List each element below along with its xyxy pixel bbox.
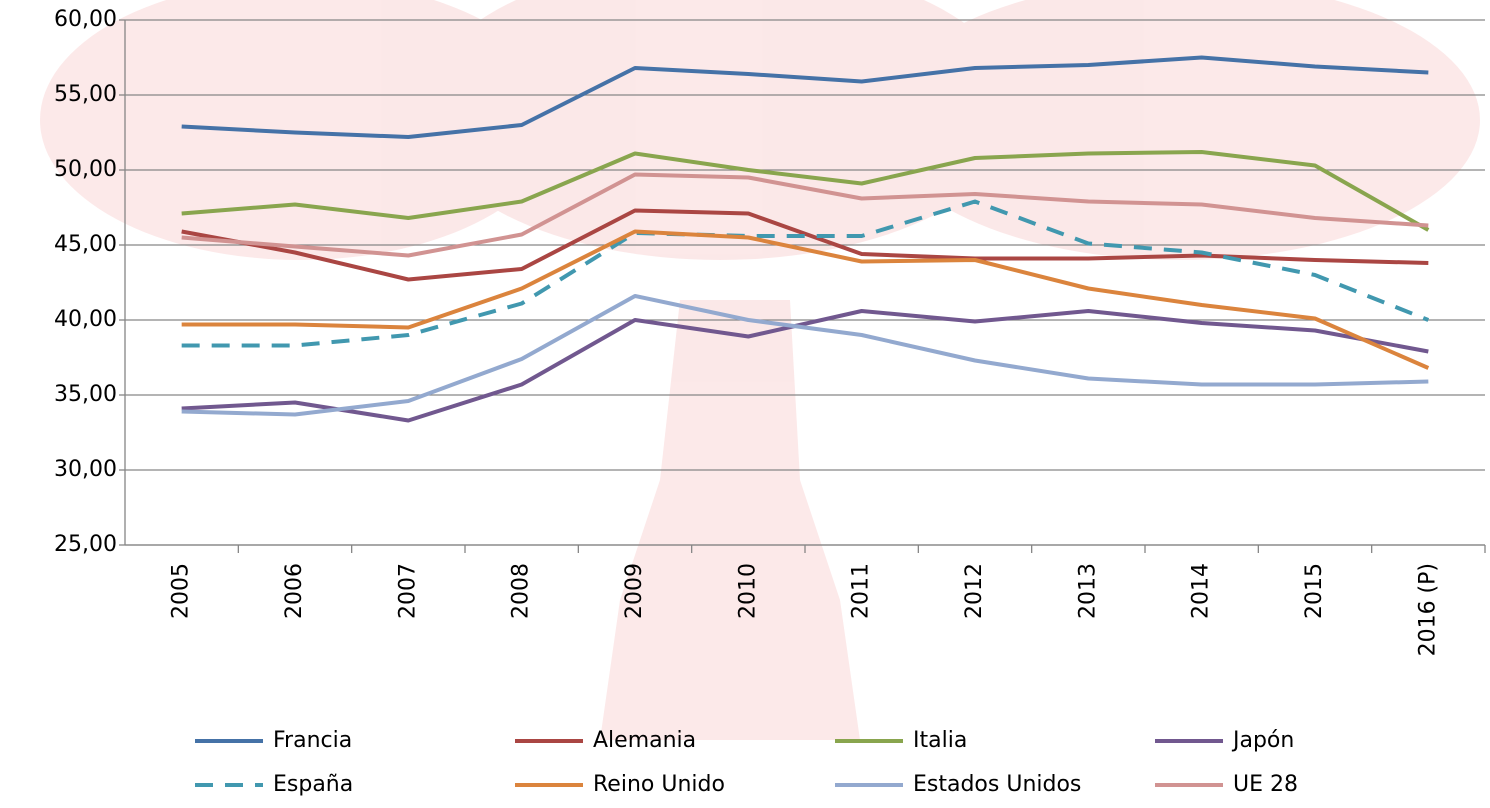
legend-label: Estados Unidos bbox=[913, 772, 1081, 797]
legend-label: Japón bbox=[1231, 728, 1294, 753]
x-tick-label: 2016 (P) bbox=[1415, 563, 1440, 656]
legend-label: Reino Unido bbox=[593, 772, 725, 797]
y-tick-label: 40,00 bbox=[54, 307, 117, 332]
x-tick-label: 2013 bbox=[1075, 563, 1100, 619]
y-tick-label: 55,00 bbox=[54, 82, 117, 107]
legend-label: Francia bbox=[273, 728, 352, 753]
y-tick-label: 45,00 bbox=[54, 232, 117, 257]
series-line bbox=[182, 296, 1429, 415]
y-tick-label: 25,00 bbox=[54, 532, 117, 557]
x-tick-label: 2011 bbox=[849, 563, 874, 619]
x-tick-label: 2007 bbox=[395, 563, 420, 619]
y-tick-label: 30,00 bbox=[54, 457, 117, 482]
x-tick-label: 2009 bbox=[622, 563, 647, 619]
y-tick-label: 35,00 bbox=[54, 382, 117, 407]
x-tick-label: 2010 bbox=[735, 563, 760, 619]
x-tick-label: 2008 bbox=[509, 563, 534, 619]
x-tick-label: 2014 bbox=[1189, 563, 1214, 619]
x-tick-label: 2015 bbox=[1302, 563, 1327, 619]
y-tick-label: 50,00 bbox=[54, 157, 117, 182]
y-tick-label: 60,00 bbox=[54, 7, 117, 32]
legend-label: Alemania bbox=[593, 728, 696, 753]
legend-label: UE 28 bbox=[1233, 772, 1298, 797]
x-tick-label: 2005 bbox=[169, 563, 194, 619]
chart: 25,00 30,00 35,00 40,00 45,00 50,00 55,00 60,00… bbox=[0, 0, 1490, 808]
watermark bbox=[40, 0, 1480, 740]
legend-label: España bbox=[273, 772, 353, 797]
x-tick-label: 2012 bbox=[962, 563, 987, 619]
legend-label: Italia bbox=[913, 728, 967, 753]
x-tick-label: 2006 bbox=[282, 563, 307, 619]
